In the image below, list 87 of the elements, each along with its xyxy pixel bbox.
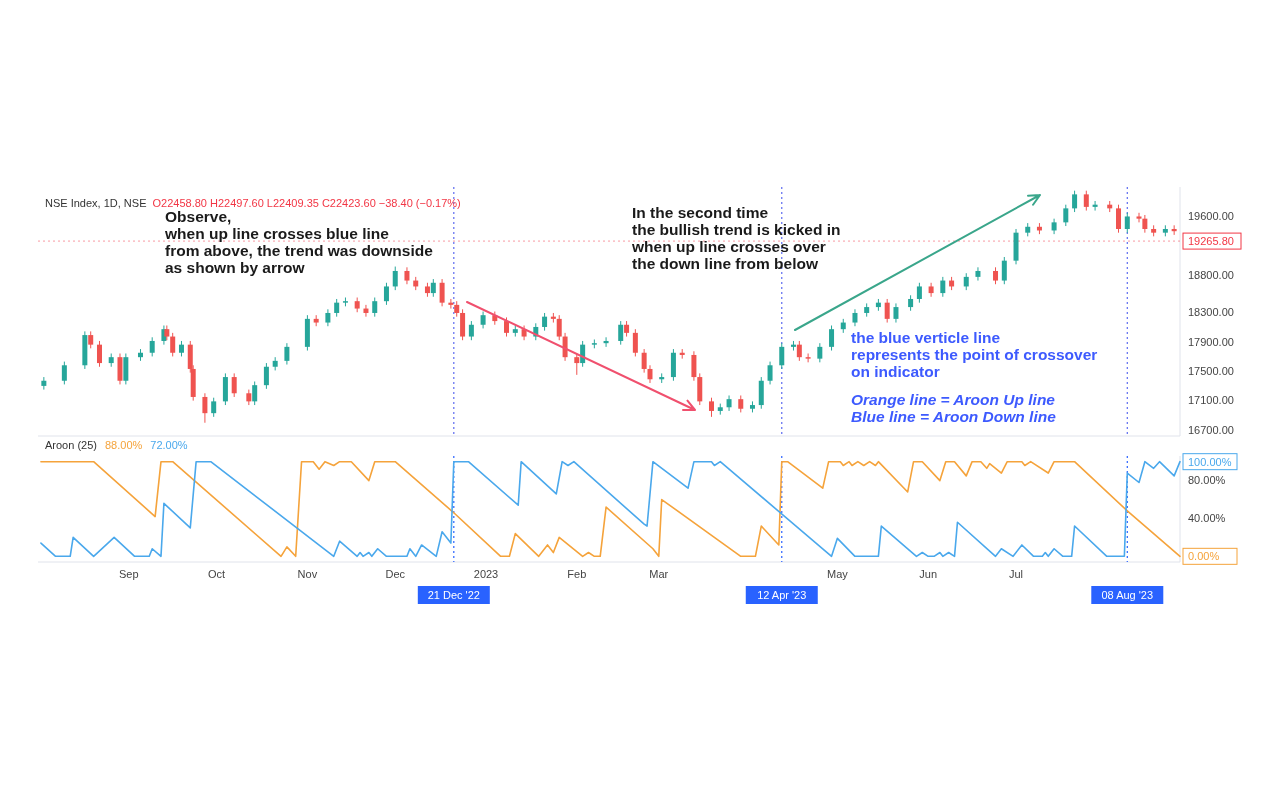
candlestick	[916, 282, 922, 304]
y-tick-label: 0.00%	[1188, 550, 1220, 563]
chart-title: Aroon (25)	[45, 439, 97, 451]
candlestick	[708, 397, 714, 418]
candlestick	[691, 350, 697, 382]
candlestick	[1051, 218, 1057, 235]
ref-line-label: 19265.80	[1188, 234, 1234, 247]
x-tick-label: Feb	[567, 568, 587, 580]
ref-line-label: 12 Apr '23	[757, 588, 807, 601]
y-tick-label: 100.00%	[1188, 455, 1232, 468]
candlestick	[117, 352, 123, 385]
candlestick	[41, 376, 47, 391]
candlestick	[726, 394, 732, 412]
candlestick	[211, 397, 217, 418]
y-tick-label: 17900.00	[1188, 335, 1234, 348]
y-tick-label: 18800.00	[1188, 269, 1234, 282]
x-tick-label: Dec	[385, 568, 406, 580]
candlestick	[796, 340, 802, 362]
text: 72.00%	[150, 439, 188, 451]
candlestick	[632, 328, 638, 357]
candlestick	[439, 278, 445, 307]
candlestick	[392, 266, 398, 291]
candlestick	[123, 352, 129, 385]
candlestick	[940, 276, 946, 298]
x-tick-label: Jul	[1008, 568, 1024, 580]
candlestick	[383, 282, 389, 306]
x-tick-label: Jun	[919, 568, 938, 580]
y-tick-label: 16700.00	[1188, 423, 1234, 436]
candlestick	[202, 392, 208, 424]
candlestick	[1124, 212, 1130, 234]
candlestick	[779, 342, 785, 370]
y-tick-label: 19600.00	[1188, 210, 1234, 223]
y-tick-label: 40.00%	[1188, 512, 1226, 525]
candlestick	[263, 362, 269, 390]
annotation: Orange line = Aroon Up line Blue line = Aroon Down line	[851, 391, 1057, 425]
x-tick-label: May	[827, 568, 849, 580]
candlestick	[1072, 190, 1078, 213]
candlestick	[603, 336, 609, 348]
candlestick	[767, 361, 773, 385]
candlestick	[1063, 204, 1069, 227]
candlestick	[928, 282, 934, 298]
x-tick-label: Oct	[208, 568, 226, 580]
candlestick	[975, 266, 981, 282]
candlestick	[96, 340, 102, 368]
candlestick	[284, 342, 290, 366]
ref-line-label: 08 Aug '23	[1101, 588, 1154, 601]
x-tick-label: 2023	[473, 568, 499, 580]
candlestick	[252, 380, 258, 406]
candlestick	[372, 297, 378, 318]
candlestick	[1136, 212, 1142, 223]
candlestick	[363, 304, 369, 318]
x-tick-label: Nov	[297, 568, 318, 580]
candlestick	[829, 325, 835, 352]
candlestick	[468, 320, 474, 341]
y-tick-label: 18300.00	[1188, 306, 1234, 319]
candlestick	[448, 298, 454, 310]
x-tick-label: Sep	[118, 568, 139, 580]
text: O22458.80 H22497.60 L22409.35 C22423.60 −38.40 (−0.17%)	[152, 197, 461, 209]
candlestick	[884, 298, 890, 324]
candlestick	[61, 361, 67, 385]
candlestick	[231, 372, 237, 398]
y-tick-label: 80.00%	[1188, 474, 1226, 487]
text: NSE Index, 1D, NSE	[45, 197, 147, 209]
candlestick	[1092, 200, 1098, 212]
x-tick-label: Mar	[649, 568, 669, 580]
y-tick-label: 17500.00	[1188, 365, 1234, 378]
candlestick	[504, 316, 510, 338]
y-tick-label: 17100.00	[1188, 394, 1234, 407]
candlestick	[170, 332, 176, 357]
candlestick	[1171, 224, 1177, 236]
ref-line-label: 21 Dec '22	[427, 588, 480, 601]
annotation: In the second time the bullish trend is kicked in when up line crosses over the down line from below	[631, 204, 841, 272]
candlestick	[1083, 190, 1089, 212]
candlestick	[460, 308, 466, 341]
annotation: the blue verticle line represents the point of crossover on indicator	[851, 329, 1098, 380]
candlestick	[641, 348, 647, 374]
candlestick	[1001, 256, 1007, 285]
candlestick	[618, 320, 624, 346]
annotation: Observe, when up line crosses blue line from above, the trend was downside as shown by arrow	[164, 208, 434, 276]
candlestick	[1116, 204, 1122, 234]
candlestick	[817, 342, 823, 363]
candlestick	[149, 336, 155, 357]
candlestick	[574, 352, 580, 376]
candlestick	[556, 314, 562, 341]
text: 88.00%	[104, 439, 143, 451]
candlestick	[893, 302, 899, 324]
candlestick	[805, 352, 811, 363]
